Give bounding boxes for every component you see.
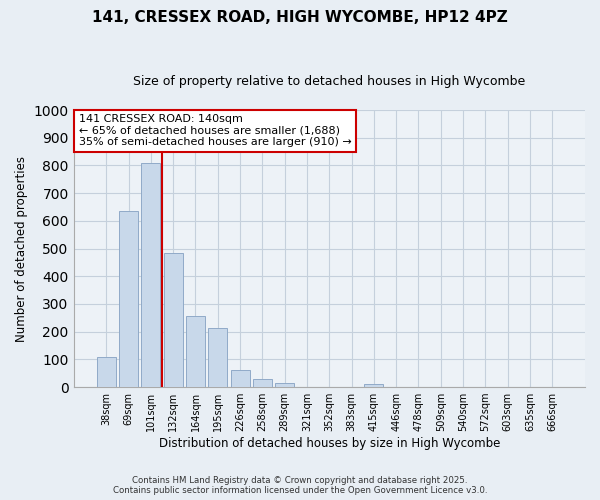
Text: 141, CRESSEX ROAD, HIGH WYCOMBE, HP12 4PZ: 141, CRESSEX ROAD, HIGH WYCOMBE, HP12 4P…	[92, 10, 508, 25]
Y-axis label: Number of detached properties: Number of detached properties	[15, 156, 28, 342]
Bar	[253, 380, 272, 387]
Bar	[364, 384, 383, 387]
Bar	[208, 328, 227, 387]
Bar	[164, 252, 182, 387]
Title: Size of property relative to detached houses in High Wycombe: Size of property relative to detached ho…	[133, 75, 526, 88]
Text: 141 CRESSEX ROAD: 140sqm
← 65% of detached houses are smaller (1,688)
35% of sem: 141 CRESSEX ROAD: 140sqm ← 65% of detach…	[79, 114, 352, 148]
Bar	[119, 211, 138, 387]
Bar	[230, 370, 250, 387]
Bar	[186, 316, 205, 387]
Text: Contains HM Land Registry data © Crown copyright and database right 2025.
Contai: Contains HM Land Registry data © Crown c…	[113, 476, 487, 495]
Bar	[97, 356, 116, 387]
Bar	[275, 383, 294, 387]
Bar	[142, 162, 160, 387]
X-axis label: Distribution of detached houses by size in High Wycombe: Distribution of detached houses by size …	[158, 437, 500, 450]
